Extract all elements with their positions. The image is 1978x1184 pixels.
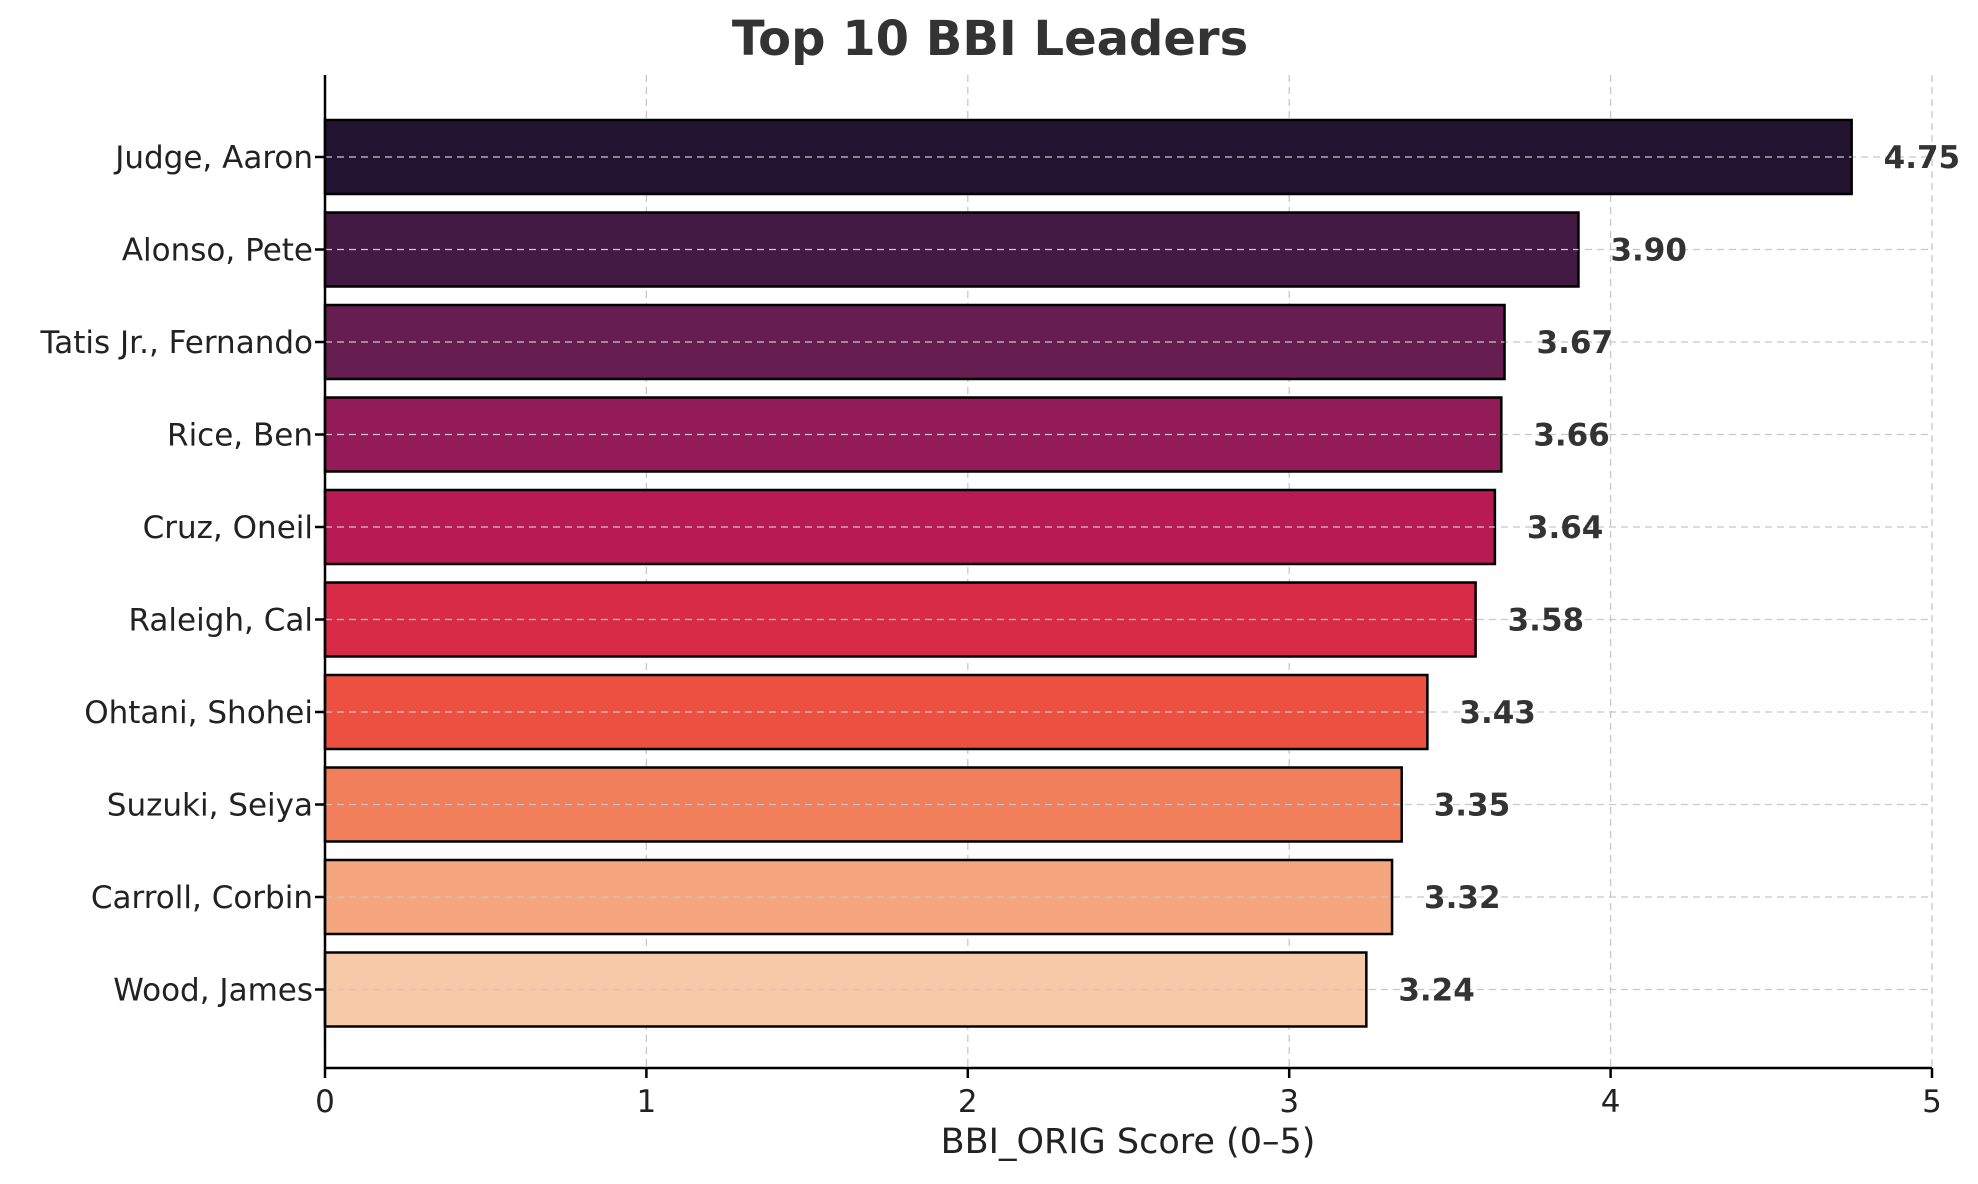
bar-value-label: 3.90: [1610, 233, 1687, 269]
bar: [323, 581, 1477, 658]
bar-value-label: 3.64: [1527, 510, 1604, 546]
y-tick-label: Rice, Ben: [167, 418, 313, 454]
bar: [323, 766, 1403, 843]
x-axis-label: BBI_ORIG Score (0–5): [941, 1122, 1316, 1162]
y-tick-label: Judge, Aaron: [113, 140, 313, 176]
bar-value-label: 3.35: [1434, 788, 1511, 824]
bar-value-label: 3.43: [1459, 695, 1536, 731]
x-tick-label: 3: [1279, 1084, 1299, 1120]
bar-value-label: 3.32: [1424, 880, 1501, 916]
y-tick-label: Cruz, Oneil: [143, 510, 313, 546]
y-tick-label: Ohtani, Shohei: [84, 695, 313, 731]
bar-value-label: 3.58: [1508, 603, 1585, 639]
bar-value-label: 4.75: [1884, 140, 1961, 176]
axes: [315, 75, 1934, 1078]
chart-title: Top 10 BBI Leaders: [732, 11, 1248, 67]
x-tick-label: 2: [958, 1084, 978, 1120]
x-tick-label: 5: [1922, 1084, 1942, 1120]
y-tick-label: Suzuki, Seiya: [107, 788, 313, 824]
bar-value-label: 3.67: [1537, 325, 1614, 361]
y-tick-label: Tatis Jr., Fernando: [39, 325, 313, 361]
x-tick-label: 1: [637, 1084, 657, 1120]
y-tick-label: Wood, James: [113, 973, 313, 1009]
y-tick-label: Raleigh, Cal: [129, 603, 313, 639]
x-tick-label: 4: [1601, 1084, 1621, 1120]
y-tick-label: Carroll, Corbin: [91, 880, 313, 916]
bar: [323, 488, 1497, 566]
bars: [323, 118, 1853, 1028]
y-tick-label: Alonso, Pete: [122, 233, 313, 269]
bar-value-label: 3.66: [1533, 418, 1610, 454]
bar-value-label: 3.24: [1398, 973, 1475, 1009]
x-tick-label: 0: [315, 1084, 335, 1120]
labels: 0 1 2 3 4 5 Judge, Aaron 4.75 Alonso, Pete 3.90 Ta…: [39, 140, 1960, 1120]
